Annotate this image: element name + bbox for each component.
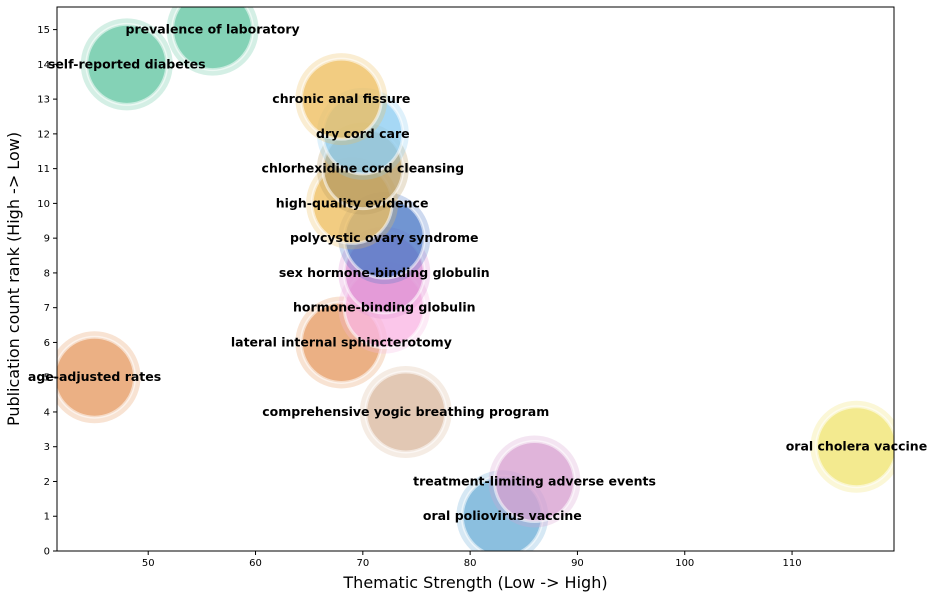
y-tick-label: 8 [44,268,50,279]
y-tick-label: 2 [44,477,50,488]
y-axis-title: Publication count rank (High -> Low) [4,132,23,426]
x-tick-label: 80 [464,558,477,569]
bubble-label: lateral internal sphincterotomy [231,334,452,349]
bubble-point [85,22,169,106]
y-tick-label: 14 [37,60,50,71]
plot-frame [56,6,895,552]
y-tick-label: 1 [44,512,50,523]
bubble-4 [57,331,141,424]
x-tick-label: 60 [249,558,262,569]
bubble-label: high-quality evidence [276,195,429,210]
bubbles-layer [57,7,894,551]
y-tick-label: 10 [37,199,50,210]
x-axis-ticks: 50 60 70 80 90 100 110 [142,551,802,569]
bubble-labels-layer: oral poliovirus vaccine treatment-limitin… [28,22,927,524]
bubble-label: chlorhexidine cord cleansing [262,161,465,176]
bubble-1 [488,435,581,528]
y-tick-label: 4 [44,407,50,418]
bubble-point [814,405,894,489]
bubble-label: sex hormone-binding globulin [279,265,490,280]
bubble-13 [80,18,173,111]
bubble-label: age-adjusted rates [28,369,161,384]
x-tick-label: 90 [571,558,584,569]
y-tick-label: 3 [44,442,50,453]
bubble-2 [810,400,894,493]
y-tick-label: 6 [44,338,50,349]
y-tick-label: 5 [44,373,50,384]
bubble-point [57,335,137,419]
bubble-point [171,7,255,72]
y-tick-label: 9 [44,234,50,245]
bubble-point [299,57,383,141]
bubble-label: oral poliovirus vaccine [423,508,582,523]
bubble-14 [166,7,259,76]
bubble-point [364,370,448,454]
y-tick-label: 7 [44,303,50,314]
bubble-label: oral cholera vaccine [786,439,928,454]
bubble-point [493,439,577,523]
bubble-12 [295,53,388,146]
y-tick-label: 0 [44,547,50,558]
bubble-label: chronic anal fissure [272,91,410,106]
x-tick-label: 50 [142,558,155,569]
x-tick-label: 100 [675,558,694,569]
x-axis-title: Thematic Strength (Low -> High) [342,573,607,592]
bubble-label: self-reported diabetes [48,56,206,71]
y-tick-label: 15 [37,25,50,36]
bubble-label: comprehensive yogic breathing program [262,404,549,419]
x-tick-label: 70 [356,558,369,569]
bubble-label: treatment-limiting adverse events [413,473,656,488]
bubble-label: polycystic ovary syndrome [290,230,479,245]
y-tick-label: 11 [37,164,50,175]
x-tick-label: 110 [783,558,802,569]
bubble-3 [359,365,452,458]
y-tick-label: 12 [37,129,50,140]
bubble-label: prevalence of laboratory [126,22,300,37]
bubble-label: hormone-binding globulin [293,300,476,315]
bubble-label: dry cord care [316,126,410,141]
y-tick-label: 13 [37,95,50,106]
